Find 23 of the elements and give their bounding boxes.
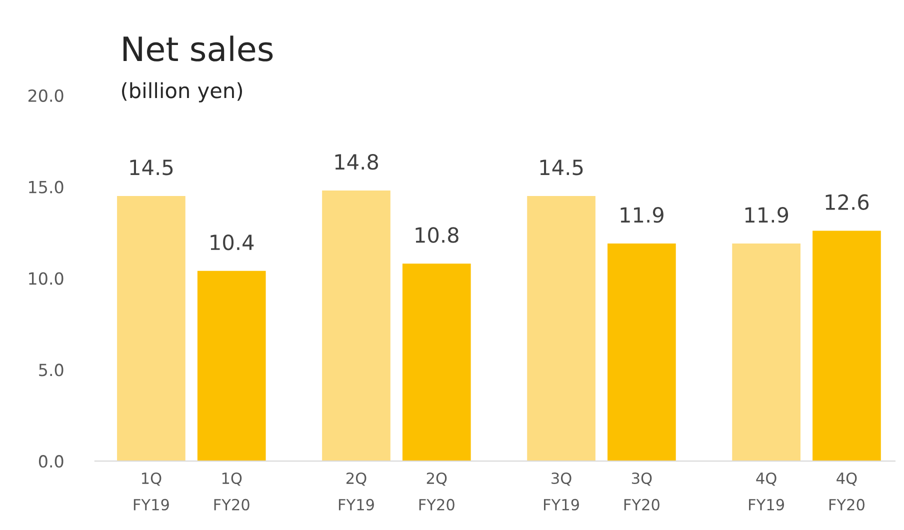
data-label: 11.9 [620,207,664,223]
x-tick-label: 2Q FY20 [419,472,454,510]
x-tick-label: 1Q FY20 [214,472,250,510]
data-label: 12.6 [826,194,869,210]
x-tick-label: 1Q FY19 [134,472,169,510]
data-label: 14.8 [335,154,378,170]
y-tick-label: 10.0 [29,272,64,285]
data-label: 10.8 [416,227,458,243]
x-tick-label: 3Q FY20 [624,472,660,510]
data-label: 14.5 [130,160,173,176]
y-tick-label: 20.0 [28,89,64,102]
y-tick-label: 0.0 [38,455,64,468]
chart-subtitle: (billion yen) [122,82,242,102]
y-tick-label: 15.0 [29,180,64,194]
x-tick-label: 4Q FY20 [829,472,864,510]
data-label: 11.9 [745,207,788,223]
x-tick-label: 2Q FY19 [338,472,374,510]
y-tick-label: 5.0 [39,364,64,376]
x-tick-label: 4Q FY19 [749,472,784,510]
data-label: 14.5 [540,160,583,176]
x-tick-label: 3Q FY19 [544,472,579,510]
chart-title: Net sales [124,36,273,62]
data-label: 10.4 [210,234,254,250]
